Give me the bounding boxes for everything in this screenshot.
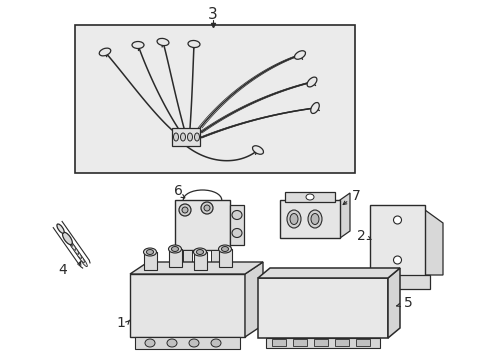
Bar: [183, 250, 192, 262]
Ellipse shape: [305, 194, 313, 200]
Ellipse shape: [307, 210, 321, 228]
Ellipse shape: [171, 247, 178, 252]
Bar: [265, 338, 379, 348]
Polygon shape: [258, 268, 399, 278]
Ellipse shape: [68, 240, 76, 250]
Text: 2: 2: [356, 229, 365, 243]
Ellipse shape: [252, 146, 263, 154]
Bar: [135, 337, 240, 349]
Polygon shape: [424, 210, 442, 275]
Ellipse shape: [393, 256, 401, 264]
Ellipse shape: [182, 207, 187, 213]
Polygon shape: [244, 262, 263, 337]
Text: 6: 6: [173, 184, 182, 198]
Bar: [197, 250, 205, 262]
Bar: [172, 128, 200, 146]
Ellipse shape: [193, 248, 206, 256]
Text: 3: 3: [208, 6, 218, 22]
Bar: [334, 339, 348, 346]
Bar: [313, 339, 327, 346]
Bar: [210, 250, 220, 262]
Ellipse shape: [294, 51, 305, 59]
Ellipse shape: [143, 248, 156, 256]
Ellipse shape: [393, 216, 401, 224]
Ellipse shape: [231, 211, 242, 220]
Ellipse shape: [132, 41, 143, 49]
Ellipse shape: [157, 39, 168, 46]
Ellipse shape: [306, 77, 316, 87]
Bar: [143, 252, 157, 270]
Bar: [271, 339, 285, 346]
Text: 1: 1: [116, 316, 125, 330]
Ellipse shape: [310, 103, 319, 113]
Ellipse shape: [77, 252, 84, 262]
Bar: [292, 339, 306, 346]
Ellipse shape: [74, 248, 81, 258]
Ellipse shape: [194, 133, 199, 141]
Bar: [194, 252, 206, 270]
Ellipse shape: [221, 247, 228, 252]
Ellipse shape: [62, 231, 70, 242]
Ellipse shape: [80, 256, 87, 267]
Ellipse shape: [187, 133, 192, 141]
Ellipse shape: [187, 40, 200, 48]
Ellipse shape: [179, 204, 191, 216]
Text: 4: 4: [59, 263, 67, 277]
Ellipse shape: [218, 245, 231, 253]
Ellipse shape: [65, 236, 73, 246]
Ellipse shape: [167, 339, 177, 347]
Ellipse shape: [310, 213, 318, 225]
Ellipse shape: [289, 213, 297, 225]
Bar: [285, 192, 334, 202]
Ellipse shape: [180, 133, 185, 141]
Polygon shape: [339, 193, 349, 238]
Ellipse shape: [173, 133, 178, 141]
Ellipse shape: [196, 249, 203, 255]
Ellipse shape: [210, 339, 221, 347]
Ellipse shape: [57, 224, 64, 233]
Ellipse shape: [286, 210, 301, 228]
Bar: [355, 339, 369, 346]
Ellipse shape: [99, 48, 111, 56]
Bar: [364, 275, 429, 289]
Ellipse shape: [62, 232, 72, 244]
Ellipse shape: [71, 244, 79, 254]
Ellipse shape: [145, 339, 155, 347]
Ellipse shape: [231, 229, 242, 238]
Bar: [280, 200, 339, 238]
Ellipse shape: [168, 245, 181, 253]
Bar: [169, 249, 182, 267]
Ellipse shape: [189, 339, 199, 347]
Polygon shape: [130, 262, 263, 274]
Bar: [219, 249, 231, 267]
Bar: [130, 274, 244, 337]
Polygon shape: [387, 268, 399, 338]
Text: 7: 7: [351, 189, 360, 203]
Bar: [229, 205, 244, 245]
Ellipse shape: [203, 205, 209, 211]
Bar: [75, 25, 354, 173]
Text: 5: 5: [403, 296, 411, 310]
Bar: [258, 278, 387, 338]
Bar: [175, 200, 229, 250]
Bar: [369, 205, 424, 280]
Ellipse shape: [146, 249, 153, 255]
Ellipse shape: [201, 202, 213, 214]
